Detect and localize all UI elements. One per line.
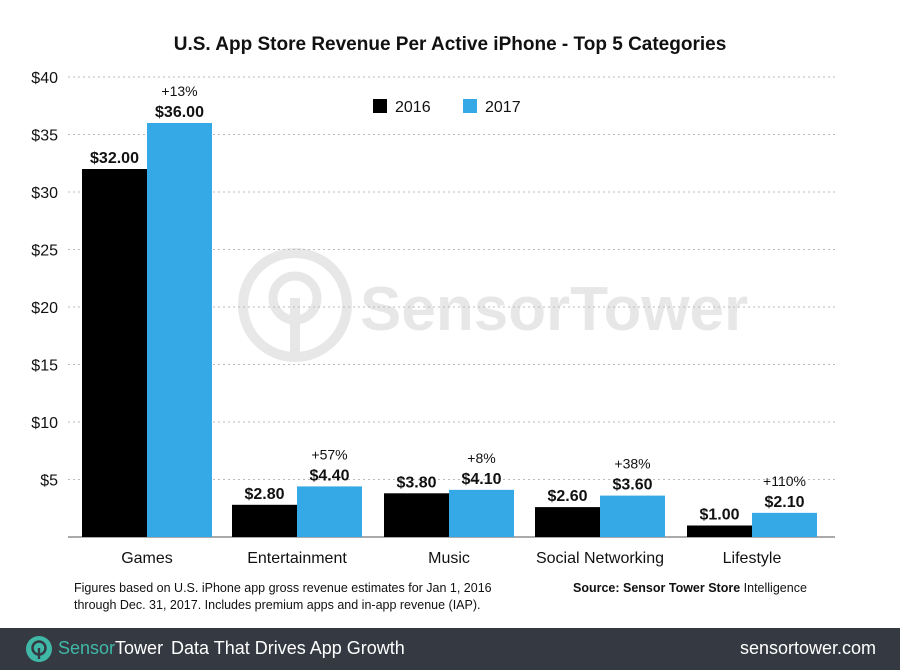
x-tick-label: Music <box>428 550 470 567</box>
legend-label: 2016 <box>395 99 431 116</box>
bar-2016 <box>687 525 752 537</box>
brand-tower: Tower <box>115 638 164 658</box>
legend-swatch-2017 <box>463 99 477 113</box>
y-tick-label: $35 <box>31 128 58 145</box>
data-label: $3.80 <box>396 474 436 491</box>
data-label: $32.00 <box>90 150 139 167</box>
bar-2016 <box>535 507 600 537</box>
data-label: $2.60 <box>547 488 587 505</box>
data-label: $36.00 <box>155 104 204 121</box>
footer-brand: SensorTower <box>58 638 163 659</box>
footer-url[interactable]: sensortower.com <box>739 638 876 658</box>
footer-bar: SensorTower Data That Drives App Growth … <box>0 628 900 670</box>
bar-2016 <box>384 493 449 537</box>
y-tick-label: $5 <box>40 473 58 490</box>
footnote-line-2: through Dec. 31, 2017. Includes premium … <box>74 598 481 612</box>
y-tick-label: $40 <box>31 70 58 87</box>
chart-title: U.S. App Store Revenue Per Active iPhone… <box>173 34 727 55</box>
x-tick-label: Games <box>121 550 173 567</box>
data-label: $2.10 <box>764 494 804 511</box>
watermark: SensorTower <box>238 248 748 362</box>
y-tick-label: $15 <box>31 358 58 375</box>
x-tick-label: Lifestyle <box>723 550 782 567</box>
bar-2016 <box>232 504 297 537</box>
source-note: Source: Sensor Tower Store Intelligence <box>573 581 807 595</box>
data-label: $3.60 <box>612 477 652 494</box>
y-tick-label: $10 <box>31 415 58 432</box>
footnote-line-1: Figures based on U.S. iPhone app gross r… <box>74 581 492 595</box>
growth-label: +38% <box>614 456 650 472</box>
y-tick-label: $20 <box>31 300 58 317</box>
bar-2017 <box>449 489 514 537</box>
data-label: $4.40 <box>309 467 349 484</box>
bar-2016 <box>82 169 147 537</box>
growth-label: +8% <box>467 450 495 466</box>
bar-chart: SensorTower $5 $10 $15 $20 $25 $30 $35 $40 $32.00… <box>31 70 835 567</box>
footer-tagline: Data That Drives App Growth <box>171 638 405 658</box>
watermark-text: SensorTower <box>360 275 748 344</box>
x-tick-label: Entertainment <box>247 550 347 567</box>
brand-sensor: Sensor <box>58 638 116 658</box>
growth-label: +110% <box>763 473 806 489</box>
footnote: Figures based on U.S. iPhone app gross r… <box>74 580 554 614</box>
data-label: $4.10 <box>461 471 501 488</box>
growth-label: +13% <box>161 83 197 99</box>
data-label: $2.80 <box>244 486 284 503</box>
legend-swatch-2016 <box>373 99 387 113</box>
source-rest: Intelligence <box>743 581 807 595</box>
bar-2017 <box>752 512 817 537</box>
watermark-logo-icon <box>238 248 352 362</box>
source-bold: Source: Sensor Tower Store <box>573 581 741 595</box>
legend-label: 2017 <box>485 99 521 116</box>
bar-2017 <box>147 123 212 537</box>
sensortower-logo-icon <box>26 636 52 662</box>
bar-2017 <box>297 486 362 537</box>
y-tick-label: $30 <box>31 185 58 202</box>
growth-label: +57% <box>311 446 347 462</box>
bar-2017 <box>600 495 665 537</box>
data-label: $1.00 <box>699 507 739 524</box>
y-tick-label: $25 <box>31 243 58 260</box>
x-tick-label: Social Networking <box>536 550 664 567</box>
